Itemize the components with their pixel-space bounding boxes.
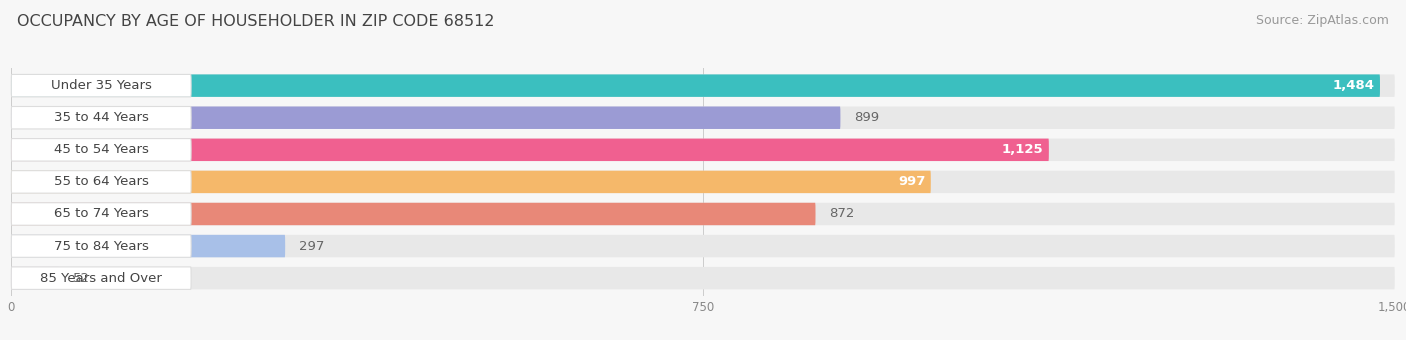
- Text: 1,125: 1,125: [1001, 143, 1043, 156]
- FancyBboxPatch shape: [11, 235, 191, 257]
- FancyBboxPatch shape: [11, 235, 1395, 257]
- Text: 75 to 84 Years: 75 to 84 Years: [53, 240, 149, 253]
- Text: 45 to 54 Years: 45 to 54 Years: [53, 143, 149, 156]
- FancyBboxPatch shape: [11, 106, 191, 129]
- Text: 1,484: 1,484: [1333, 79, 1375, 92]
- FancyBboxPatch shape: [11, 171, 191, 193]
- FancyBboxPatch shape: [11, 267, 191, 289]
- FancyBboxPatch shape: [11, 106, 1395, 129]
- FancyBboxPatch shape: [11, 203, 1395, 225]
- FancyBboxPatch shape: [11, 74, 1395, 97]
- FancyBboxPatch shape: [11, 235, 285, 257]
- FancyBboxPatch shape: [11, 139, 1049, 161]
- Text: 85 Years and Over: 85 Years and Over: [41, 272, 162, 285]
- FancyBboxPatch shape: [11, 74, 1381, 97]
- FancyBboxPatch shape: [11, 171, 931, 193]
- Text: 65 to 74 Years: 65 to 74 Years: [53, 207, 149, 220]
- FancyBboxPatch shape: [11, 171, 1395, 193]
- FancyBboxPatch shape: [11, 203, 191, 225]
- Text: 997: 997: [898, 175, 925, 188]
- FancyBboxPatch shape: [11, 203, 815, 225]
- Text: Source: ZipAtlas.com: Source: ZipAtlas.com: [1256, 14, 1389, 27]
- Text: 899: 899: [855, 111, 879, 124]
- Text: 297: 297: [299, 240, 325, 253]
- FancyBboxPatch shape: [11, 74, 191, 97]
- Text: 55 to 64 Years: 55 to 64 Years: [53, 175, 149, 188]
- Text: 52: 52: [73, 272, 90, 285]
- FancyBboxPatch shape: [11, 139, 1395, 161]
- Text: Under 35 Years: Under 35 Years: [51, 79, 152, 92]
- FancyBboxPatch shape: [11, 106, 841, 129]
- FancyBboxPatch shape: [11, 267, 1395, 289]
- FancyBboxPatch shape: [11, 267, 59, 289]
- Text: 35 to 44 Years: 35 to 44 Years: [53, 111, 149, 124]
- FancyBboxPatch shape: [11, 139, 191, 161]
- Text: 872: 872: [830, 207, 855, 220]
- Text: OCCUPANCY BY AGE OF HOUSEHOLDER IN ZIP CODE 68512: OCCUPANCY BY AGE OF HOUSEHOLDER IN ZIP C…: [17, 14, 495, 29]
